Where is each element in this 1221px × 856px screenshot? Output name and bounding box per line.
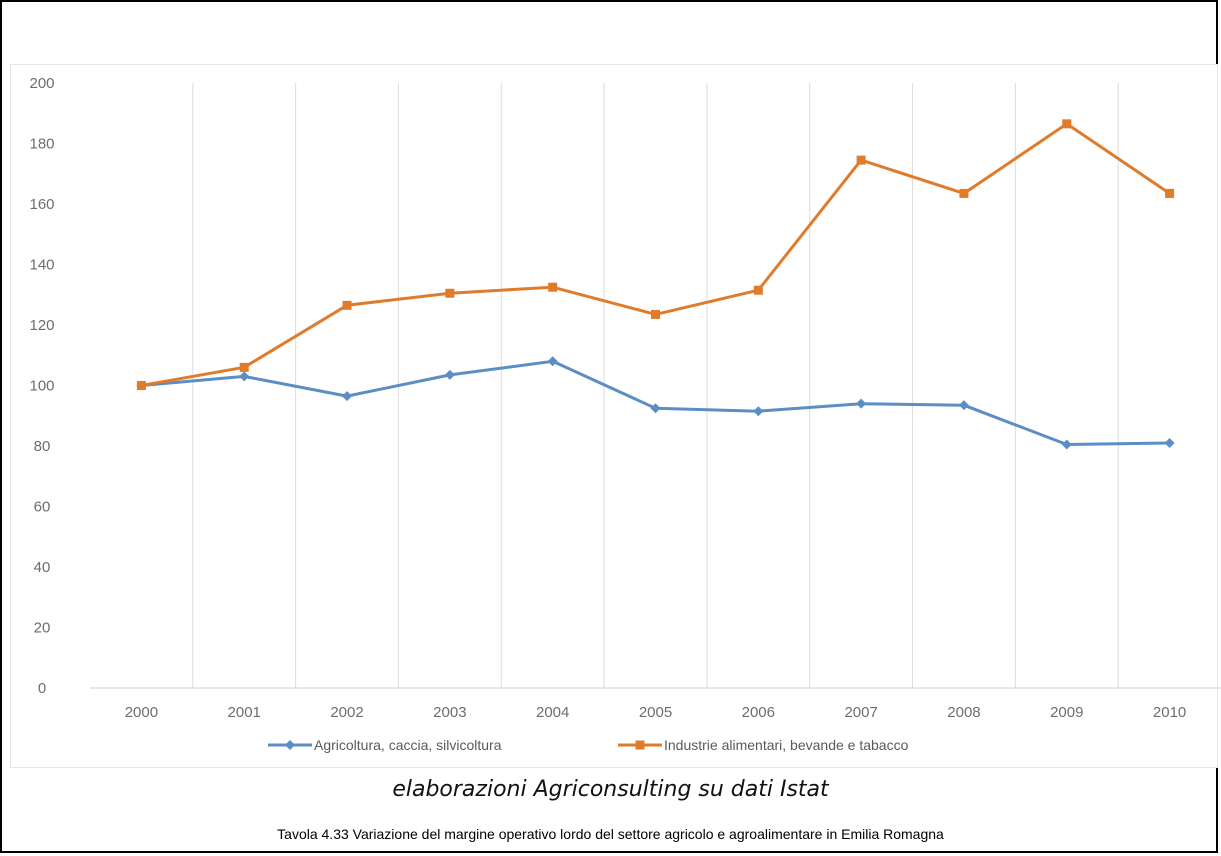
x-tick-label: 2003 [433,704,466,721]
data-point [856,155,866,165]
chart-panel [10,64,1218,768]
data-point [547,356,558,367]
legend: Agricoltura, caccia, silvicoltura Industr… [268,737,909,753]
x-tick-label: 2008 [947,704,980,721]
x-tick-label: 2009 [1050,704,1083,721]
data-point [548,282,558,292]
legend-marker [285,740,295,750]
x-tick-label: 2000 [125,704,158,721]
y-tick-label: 180 [29,136,54,153]
data-point [958,400,969,411]
y-tick-label: 40 [34,559,51,576]
data-point [753,406,764,417]
x-tick-label: 2004 [536,704,569,721]
figure-caption: Tavola 4.33 Variazione del margine opera… [277,826,944,842]
data-point [1061,439,1072,450]
data-point [753,285,763,295]
data-point [445,288,455,298]
data-point [651,309,660,319]
x-tick-label: 2001 [228,704,261,721]
data-point [959,188,969,198]
data-point [136,381,146,390]
x-tick-label: 2007 [844,704,877,721]
series-layer [136,119,1175,450]
legend-label: Agricoltura, caccia, silvicoltura [314,737,502,753]
x-tick-label: 2002 [330,704,363,721]
data-point [342,391,353,402]
x-tick-label: 2005 [639,704,672,721]
data-point [856,398,867,409]
y-tick-label: 100 [29,378,54,395]
y-tick-label: 20 [34,620,51,637]
y-tick-label: 0 [38,680,46,697]
x-tick-label: 2006 [742,704,775,721]
y-tick-label: 200 [29,75,54,92]
y-tick-label: 140 [29,257,54,274]
y-tick-label: 60 [34,499,51,516]
data-point [1062,119,1072,129]
source-note: elaborazioni Agriconsulting su dati Ista… [392,777,829,802]
data-point [239,362,249,372]
legend-label: Industrie alimentari, bevande e tabacco [664,737,909,753]
data-point [1165,188,1175,198]
tick-layer: 0 20 40 60 80 100 120 140 160 180 200 2000 2001 2002 2… [29,75,1186,721]
data-point [1164,437,1175,448]
data-point [444,369,455,380]
data-point [239,371,250,382]
y-tick-label: 120 [29,317,54,334]
y-tick-label: 80 [34,438,51,455]
y-tick-label: 160 [29,196,54,213]
line-chart: 0 20 40 60 80 100 120 140 160 180 200 2000 2001 2002 2… [29,75,1221,753]
grid-layer [90,83,1221,689]
data-point [650,403,661,414]
x-tick-label: 2010 [1153,704,1186,721]
data-point [342,300,352,310]
legend-marker [635,740,645,750]
